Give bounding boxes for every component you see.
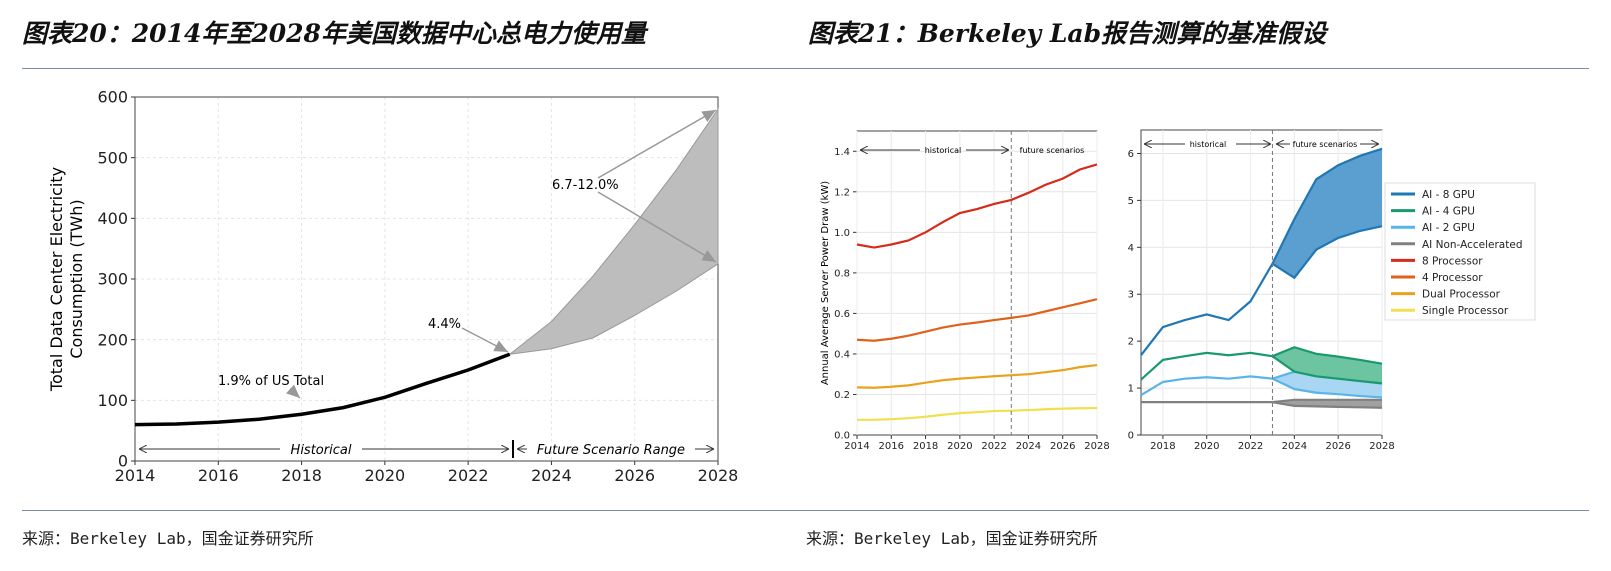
series-ai-8-gpu-band <box>1272 148 1382 278</box>
y-tick-label: 400 <box>97 209 128 228</box>
x-tick-label: 2022 <box>448 466 489 485</box>
bottom-divider <box>22 510 1589 511</box>
x-tick-label: 2020 <box>1194 441 1219 452</box>
source-left: 来源：Berkeley Lab，国金证券研究所 <box>22 529 314 548</box>
historical-label: Historical <box>291 443 352 458</box>
series-ai-non-accelerated-upper-line <box>1272 398 1382 404</box>
x-tick-label: 2024 <box>531 466 572 485</box>
legend-item: AI - 8 GPU <box>1422 189 1475 201</box>
y-tick-label: 100 <box>97 391 128 410</box>
y-tick-label: 1.4 <box>834 147 850 158</box>
y-tick-label: 4 <box>1128 243 1134 254</box>
y-tick-label: 3 <box>1128 290 1134 301</box>
arrow <box>285 384 301 399</box>
series-ai-2-gpu-lower-line <box>1271 377 1383 399</box>
legend-item: AI Non-Accelerated <box>1422 239 1522 251</box>
plot-frame <box>134 96 719 462</box>
future-label: Future Scenario Range <box>537 443 685 458</box>
series-ai-4-gpu-historical-line <box>1140 351 1273 381</box>
legend-item: Single Processor <box>1422 305 1509 317</box>
future-range-band <box>508 107 719 355</box>
y-tick-label: 1.2 <box>834 187 850 198</box>
series-ai-8-gpu-lower-line <box>1271 225 1383 280</box>
series-ai-4-gpu-lower-line <box>1271 355 1383 385</box>
legend-item: AI - 4 GPU <box>1422 206 1475 218</box>
x-tick-label: 2026 <box>614 466 655 485</box>
future-label: future scenarios <box>1020 146 1085 155</box>
series-ai-2-gpu-band <box>1272 371 1382 398</box>
series-8-processor <box>856 163 1098 249</box>
arrow <box>597 191 717 263</box>
x-tick-label: 2022 <box>1238 441 1263 452</box>
x-tick-label: 2026 <box>1050 441 1075 452</box>
x-tick-label: 2026 <box>1325 441 1350 452</box>
x-tick-label: 2020 <box>947 441 972 452</box>
top-divider <box>22 68 1589 69</box>
y-tick-label: 0.2 <box>834 390 850 401</box>
x-tick-label: 2014 <box>844 441 869 452</box>
y-tick-label: 1 <box>1128 384 1134 395</box>
x-tick-label: 2028 <box>1369 441 1394 452</box>
x-tick-label: 2028 <box>1084 441 1109 452</box>
y-tick-label: 0 <box>118 452 128 471</box>
x-tick-label: 2018 <box>1150 441 1175 452</box>
y-axis-label: Annual Average Server Power Draw (kW) <box>820 181 831 385</box>
y-tick-label: 1.0 <box>834 228 850 239</box>
series-ai-4-gpu-upper-line <box>1272 346 1383 365</box>
y-tick-label: 600 <box>97 88 128 107</box>
series-single-processor <box>857 406 1098 421</box>
annotation-2023-share: 4.4% <box>428 317 461 332</box>
x-tick-label: 2022 <box>981 441 1006 452</box>
x-tick-label: 2028 <box>698 466 739 485</box>
x-tick-label: 2018 <box>281 466 322 485</box>
series-ai-non-accelerated-lower-line <box>1272 401 1383 409</box>
figure-21-title: 图表21：Berkeley Lab报告测算的基准假设 <box>808 19 1327 48</box>
historical-line <box>134 352 511 427</box>
future-label: future scenarios <box>1293 140 1358 149</box>
historical-label: historical <box>1190 140 1227 149</box>
series-ai-4-gpu-band <box>1272 347 1382 384</box>
y-tick-label: 300 <box>97 270 128 289</box>
y-tick-label: 0 <box>1128 431 1134 442</box>
y-tick-label: 0.4 <box>834 349 850 360</box>
x-tick-label: 2014 <box>115 466 156 485</box>
x-tick-label: 2024 <box>1016 441 1041 452</box>
series-ai-8-gpu-upper-line <box>1271 147 1383 265</box>
source-right: 来源：Berkeley Lab，国金证券研究所 <box>806 529 1098 548</box>
series-ai-8-gpu-historical-line <box>1140 263 1274 356</box>
x-tick-label: 2020 <box>364 466 405 485</box>
arrow <box>461 327 509 353</box>
plot-frame <box>856 130 1098 436</box>
y-tick-label: 0.8 <box>834 268 850 279</box>
y-tick-label: 0.6 <box>834 309 850 320</box>
series-4-processor <box>856 298 1098 342</box>
x-tick-label: 2016 <box>879 441 904 452</box>
historical-label: historical <box>925 146 962 155</box>
y-tick-label: 200 <box>97 330 128 349</box>
y-tick-label: 500 <box>97 148 128 167</box>
series-dual-processor <box>856 363 1098 389</box>
legend-box <box>1384 182 1536 321</box>
y-tick-label: 2 <box>1128 337 1134 348</box>
y-axis-label-line1: Total Data Center Electricity <box>47 167 66 392</box>
x-tick-label: 2016 <box>198 466 239 485</box>
y-tick-label: 5 <box>1128 196 1134 207</box>
series-ai-2-gpu-historical-line <box>1140 375 1273 397</box>
legend-item: AI - 2 GPU <box>1422 222 1475 234</box>
legend-item: Dual Processor <box>1422 289 1501 301</box>
legend-item: 8 Processor <box>1422 255 1483 267</box>
y-tick-label: 0.0 <box>834 431 850 442</box>
figure-20-title: 图表20：2014年至2028年美国数据中心总电力使用量 <box>22 19 646 48</box>
legend-item: 4 Processor <box>1422 272 1483 284</box>
y-axis-label-line2: Consumption (TWh) <box>67 199 86 358</box>
x-tick-label: 2024 <box>1282 441 1307 452</box>
x-tick-label: 2018 <box>913 441 938 452</box>
arrow <box>597 109 717 179</box>
y-tick-label: 6 <box>1128 149 1134 160</box>
annotation-future-growth: 6.7-12.0% <box>552 178 619 193</box>
annotation-2018-share: 1.9% of US Total <box>218 374 324 389</box>
